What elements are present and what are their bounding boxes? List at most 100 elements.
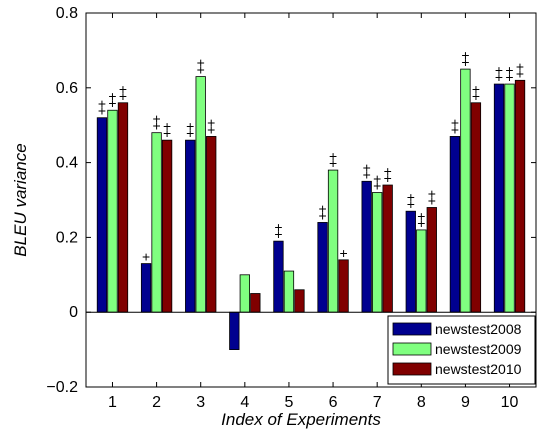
significance-marker: + (152, 111, 160, 127)
significance-marker: + (318, 200, 326, 216)
significance-marker: + (108, 88, 116, 104)
significance-marker: + (472, 81, 480, 97)
significance-marker: + (417, 208, 425, 224)
bar-newstest2010-exp-6 (338, 259, 349, 313)
bar-newstest2009-exp-2 (151, 132, 162, 313)
significance-marker: + (472, 88, 480, 104)
significance-marker: + (163, 118, 171, 134)
x-tick-label: 10 (501, 394, 519, 411)
significance-marker: + (373, 171, 381, 187)
significance-marker: + (373, 178, 381, 194)
significance-marker: + (98, 96, 106, 112)
x-tick-label: 9 (461, 394, 470, 411)
bar-newstest2008-exp-4 (229, 311, 240, 351)
significance-marker: + (329, 148, 337, 164)
x-tick-label: 1 (108, 394, 117, 411)
bar-newstest2008-exp-9 (449, 136, 461, 313)
significance-marker: + (274, 226, 282, 242)
y-tick-label: 0.8 (56, 5, 78, 22)
significance-marker: + (98, 103, 106, 119)
bar-newstest2010-exp-10 (514, 79, 526, 313)
significance-marker: + (119, 88, 127, 104)
bar-newstest2008-exp-2 (140, 263, 152, 313)
x-axis-label: Index of Experiments (221, 410, 381, 429)
significance-marker: + (505, 62, 513, 78)
significance-marker: + (274, 219, 282, 235)
significance-marker: + (207, 114, 215, 130)
significance-marker: + (363, 159, 371, 175)
bar-newstest2008-exp-6 (317, 222, 328, 313)
y-axis-ticks: −0.2 0 0.2 0.4 0.6 0.8 (46, 5, 536, 396)
significance-marker: + (339, 245, 347, 261)
bar-newstest2008-exp-1 (96, 117, 108, 313)
significance-marker: + (407, 189, 415, 205)
x-tick-label: 2 (152, 394, 161, 411)
significance-marker: + (108, 95, 116, 111)
significance-marker: + (142, 249, 150, 265)
x-tick-label: 3 (196, 394, 205, 411)
bar-newstest2009-exp-9 (460, 68, 471, 313)
legend-swatch-newstest2008 (392, 322, 432, 336)
significance-marker: + (384, 170, 392, 186)
significance-marker: + (384, 163, 392, 179)
legend-label-newstest2009: newstest2009 (435, 341, 522, 357)
bar-newstest2008-exp-3 (185, 139, 196, 313)
significance-marker: + (363, 166, 371, 182)
bar-newstest2010-exp-9 (470, 102, 482, 313)
bar-newstest2009-exp-3 (195, 76, 206, 313)
x-tick-label: 4 (240, 394, 249, 411)
significance-marker: + (461, 47, 469, 63)
significance-marker: + (516, 58, 524, 74)
significance-marker: + (119, 81, 127, 97)
bar-newstest2008-exp-8 (405, 210, 416, 313)
bar-newstest2009-exp-4 (239, 274, 250, 313)
bar-newstest2009-exp-5 (283, 270, 295, 313)
y-axis-label: BLEU variance (11, 143, 30, 256)
bar-newstest2010-exp-8 (426, 207, 437, 313)
significance-marker: + (197, 55, 205, 71)
significance-marker: + (451, 114, 459, 130)
significance-marker: + (329, 155, 337, 171)
y-tick-label: 0.2 (56, 229, 78, 246)
y-tick-label: 0.4 (56, 155, 78, 172)
significance-marker: + (318, 207, 326, 223)
bar-newstest2009-exp-8 (416, 229, 427, 313)
significance-marker: + (495, 62, 503, 78)
significance-marker: + (516, 65, 524, 81)
x-axis-ticks: 1 2 3 4 5 6 7 8 9 10 (108, 13, 519, 411)
y-tick-label: −0.2 (46, 379, 78, 396)
significance-marker: + (495, 69, 503, 85)
bar-newstest2008-exp-5 (273, 240, 284, 313)
bar-newstest2008-exp-7 (361, 180, 372, 313)
significance-marker: + (417, 215, 425, 231)
bar-newstest2009-exp-10 (504, 83, 515, 313)
legend-swatch-newstest2009 (392, 342, 432, 356)
significance-marker: + (428, 185, 436, 201)
legend-label-newstest2008: newstest2008 (435, 321, 522, 337)
significance-marker: + (197, 62, 205, 78)
plot-area-frame (85, 12, 537, 388)
x-tick-label: 6 (329, 394, 338, 411)
bar-newstest2010-exp-1 (117, 102, 129, 313)
y-tick-label: 0.6 (56, 80, 78, 97)
bar-newstest2010-exp-4 (250, 293, 261, 313)
significance-marker: + (152, 118, 160, 134)
significance-marker: + (428, 192, 436, 208)
bar-newstest2010-exp-3 (206, 136, 217, 313)
bar-newstest2010-exp-2 (161, 139, 173, 313)
x-tick-label: 5 (284, 394, 293, 411)
bar-newstest2010-exp-7 (382, 184, 393, 313)
significance-marker: + (186, 118, 194, 134)
significance-marker: + (163, 125, 171, 141)
significance-marker: + (461, 54, 469, 70)
bar-newstest2009-exp-1 (107, 109, 118, 313)
bar-newstest2009-exp-7 (372, 192, 383, 313)
legend: newstest2008 newstest2009 newstest2010 (387, 315, 536, 385)
legend-label-newstest2010: newstest2010 (435, 361, 522, 377)
significance-marker: + (207, 121, 215, 137)
y-tick-label: 0 (69, 304, 78, 321)
significance-marker: + (505, 69, 513, 85)
bar-newstest2010-exp-5 (294, 289, 305, 313)
bar-newstest2008-exp-10 (493, 83, 505, 313)
